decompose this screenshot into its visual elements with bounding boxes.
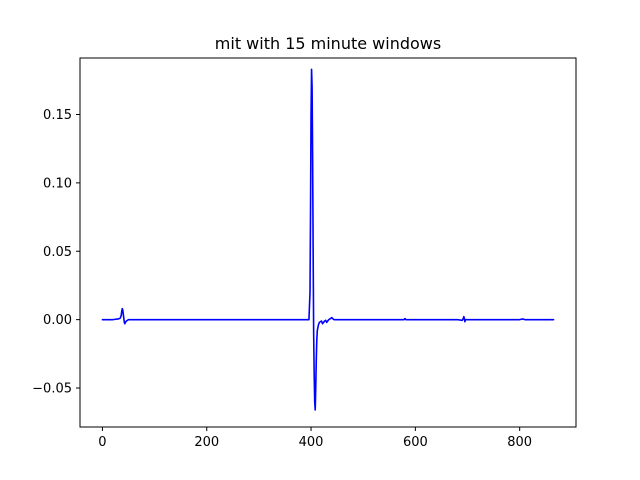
series-line-0 bbox=[101, 68, 555, 411]
x-tick-label-0: 0 bbox=[98, 435, 106, 450]
y-tick-label-2: 0.05 bbox=[43, 245, 72, 260]
series-layer bbox=[101, 68, 555, 411]
y-tick-label-3: 0.10 bbox=[43, 176, 72, 191]
x-tick-label-1: 200 bbox=[194, 435, 219, 450]
y-tick-label-0: −0.05 bbox=[32, 382, 72, 397]
x-tick-label-3: 600 bbox=[403, 435, 428, 450]
chart-title: mit with 15 minute windows bbox=[215, 34, 441, 53]
y-tick-label-1: 0.00 bbox=[43, 313, 72, 328]
plot-frame bbox=[79, 57, 577, 428]
axes-layer: 0 200 400 600 800 −0.05 0.00 0.05 0.10 0.15 bbox=[32, 57, 577, 450]
x-tick-label-2: 400 bbox=[299, 435, 324, 450]
y-tick-label-4: 0.15 bbox=[43, 108, 72, 123]
x-tick-label-4: 800 bbox=[507, 435, 532, 450]
